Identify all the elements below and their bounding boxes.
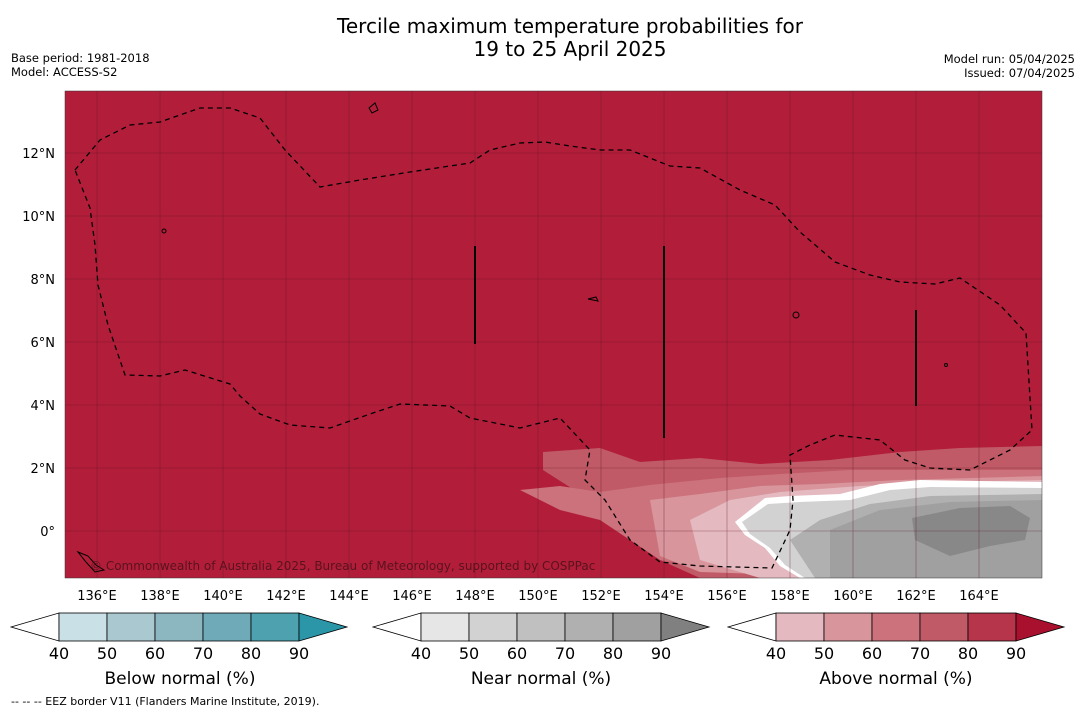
tick: 60 xyxy=(861,644,883,663)
above-normal-label: Above normal (%) xyxy=(819,669,973,689)
lon-label: 158°E xyxy=(770,589,810,604)
colorbar-max-arrow xyxy=(298,612,349,642)
lat-label: 10°N xyxy=(22,210,55,225)
base-info: Base period: 1981-2018 Model: ACCESS-S2 xyxy=(11,51,150,79)
base-period: Base period: 1981-2018 xyxy=(11,51,150,65)
colorbar-segment xyxy=(106,612,156,642)
eez-legend-note: -- -- -- EEZ border V11 (Flanders Marine… xyxy=(11,695,320,708)
lon-label: 160°E xyxy=(833,589,873,604)
lat-label: 2°N xyxy=(31,462,56,477)
near-normal-label: Near normal (%) xyxy=(470,669,612,689)
colorbar-segment xyxy=(775,612,825,642)
tick: 40 xyxy=(765,644,787,663)
title-line-1: Tercile maximum temperature probabilitie… xyxy=(337,14,803,38)
lon-label: 144°E xyxy=(329,589,369,604)
colorbar-segment xyxy=(823,612,873,642)
colorbar-min-arrow xyxy=(10,612,60,642)
map-frame xyxy=(64,90,1043,579)
tick: 80 xyxy=(602,644,624,663)
title-line-2: 19 to 25 April 2025 xyxy=(473,37,667,61)
lon-label: 150°E xyxy=(518,589,558,604)
lat-label: 8°N xyxy=(31,273,56,288)
lon-label: 162°E xyxy=(896,589,936,604)
copyright-notice: © Commonwealth of Australia 2025, Bureau… xyxy=(90,559,595,573)
tick: 90 xyxy=(288,644,310,663)
tick: 90 xyxy=(1005,644,1027,663)
colorbar-max-arrow xyxy=(660,612,711,642)
below-normal-colorbar xyxy=(10,612,350,644)
lon-label: 138°E xyxy=(140,589,180,604)
colorbar-segment xyxy=(420,612,470,642)
lon-label: 142°E xyxy=(266,589,306,604)
near-normal-colorbar xyxy=(372,612,712,644)
lat-axis: 12°N 10°N 8°N 6°N 4°N 2°N 0° xyxy=(22,147,55,540)
below-normal-label: Below normal (%) xyxy=(104,669,256,689)
lon-label: 152°E xyxy=(581,589,621,604)
colorbar-segment xyxy=(967,612,1017,642)
tick: 40 xyxy=(48,644,70,663)
lon-label: 146°E xyxy=(392,589,432,604)
tick: 70 xyxy=(554,644,576,663)
tick: 60 xyxy=(506,644,528,663)
model-run-date: Model run: 05/04/2025 xyxy=(943,52,1075,66)
colorbar-segment xyxy=(516,612,566,642)
tick: 60 xyxy=(144,644,166,663)
colorbar-segment xyxy=(612,612,662,642)
colorbar-segment xyxy=(468,612,518,642)
colorbar-min-arrow xyxy=(727,612,777,642)
tick: 70 xyxy=(909,644,931,663)
colorbar-segment xyxy=(871,612,921,642)
colorbar-segment xyxy=(250,612,300,642)
tick: 50 xyxy=(458,644,480,663)
lon-label: 136°E xyxy=(77,589,117,604)
run-info: Model run: 05/04/2025 Issued: 07/04/2025 xyxy=(944,52,1075,80)
lon-label: 164°E xyxy=(959,589,999,604)
lon-label: 154°E xyxy=(644,589,684,604)
tick: 80 xyxy=(957,644,979,663)
model-name: Model: ACCESS-S2 xyxy=(11,65,118,79)
colorbar-segment xyxy=(919,612,969,642)
lon-label: 140°E xyxy=(203,589,243,604)
lat-label: 6°N xyxy=(31,336,56,351)
tick: 70 xyxy=(192,644,214,663)
tick: 50 xyxy=(813,644,835,663)
islands xyxy=(76,102,948,573)
colorbar-segment xyxy=(564,612,614,642)
lon-axis: 136°E 138°E 140°E 142°E 144°E 146°E 148°… xyxy=(77,589,999,604)
colorbar-segment xyxy=(202,612,252,642)
colorbar-max-arrow xyxy=(1015,612,1066,642)
colorbar-segment xyxy=(154,612,204,642)
tick: 50 xyxy=(96,644,118,663)
colorbar-min-arrow xyxy=(372,612,422,642)
lat-label: 12°N xyxy=(22,147,55,162)
colorbar-segment xyxy=(58,612,108,642)
issued-date: Issued: 07/04/2025 xyxy=(964,66,1075,80)
lat-label: 0° xyxy=(40,525,55,540)
lon-label: 156°E xyxy=(707,589,747,604)
above-normal-colorbar xyxy=(727,612,1067,644)
tick: 90 xyxy=(650,644,672,663)
map-title: Tercile maximum temperature probabilitie… xyxy=(0,15,1085,61)
tick: 40 xyxy=(410,644,432,663)
graticule xyxy=(65,91,1042,578)
lat-label: 4°N xyxy=(31,399,56,414)
tick: 80 xyxy=(240,644,262,663)
lon-label: 148°E xyxy=(455,589,495,604)
eez-border xyxy=(74,107,1033,569)
